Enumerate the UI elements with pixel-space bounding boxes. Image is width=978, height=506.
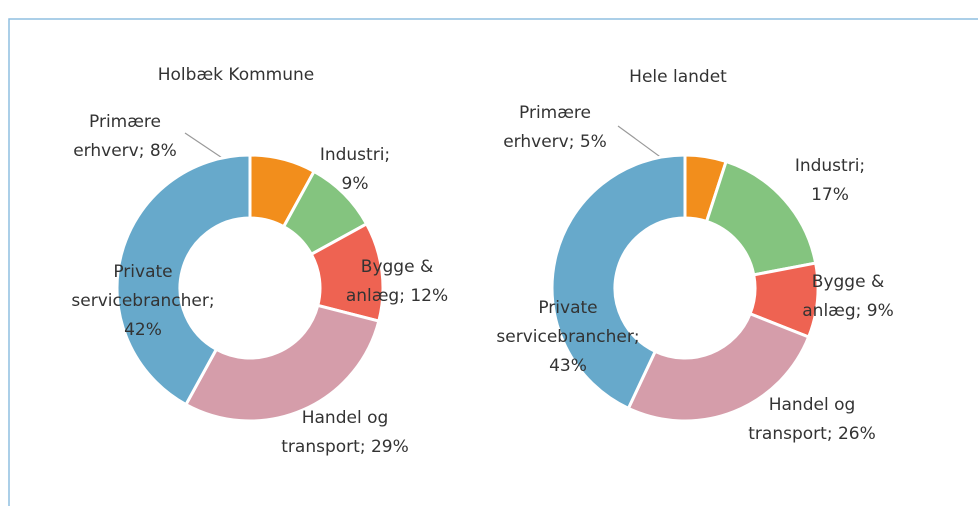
chart-title: Holbæk Kommune	[158, 65, 314, 85]
data-label: Bygge & anlæg; 9%	[802, 272, 894, 321]
data-label: Private servicebrancher; 43%	[496, 298, 639, 376]
donut-slice	[115, 153, 252, 407]
label-line: servicebrancher;	[71, 291, 214, 311]
label-line: transport; 26%	[748, 424, 875, 444]
label-line: servicebrancher;	[496, 327, 639, 347]
donut-slice	[550, 153, 687, 411]
label-line: Bygge &	[361, 257, 433, 277]
donut-slice	[704, 159, 818, 277]
donut-slice	[183, 303, 381, 423]
label-line: Bygge &	[812, 272, 884, 292]
label-line: Private	[113, 262, 172, 282]
label-line: 43%	[549, 356, 587, 376]
label-line: transport; 29%	[281, 437, 408, 457]
data-label: Primære erhverv; 5%	[503, 103, 607, 152]
label-line: 9%	[342, 174, 369, 194]
data-label: Private servicebrancher; 42%	[71, 262, 214, 340]
label-line: erhverv; 5%	[503, 132, 607, 152]
label-line: Primære	[519, 103, 591, 123]
label-line: 42%	[124, 320, 162, 340]
data-label: Industri; 17%	[795, 156, 865, 205]
label-line: Handel og	[302, 408, 389, 428]
data-label: Primære erhverv; 8%	[73, 112, 177, 161]
label-line: anlæg; 9%	[802, 301, 894, 321]
frame	[8, 18, 978, 506]
label-line: Industri;	[795, 156, 865, 176]
label-line: Handel og	[769, 395, 856, 415]
label-line: Industri;	[320, 145, 390, 165]
data-label: Handel og transport; 29%	[281, 408, 408, 457]
label-line: anlæg; 12%	[346, 286, 448, 306]
label-line: Private	[538, 298, 597, 318]
label-line: erhverv; 8%	[73, 141, 177, 161]
data-label: Handel og transport; 26%	[748, 395, 875, 444]
label-line: Primære	[89, 112, 161, 132]
label-line: 17%	[811, 185, 849, 205]
data-label: Bygge & anlæg; 12%	[346, 257, 448, 306]
data-label: Industri; 9%	[320, 145, 390, 194]
chart-title: Hele landet	[629, 67, 727, 87]
donut-slice	[626, 311, 811, 423]
